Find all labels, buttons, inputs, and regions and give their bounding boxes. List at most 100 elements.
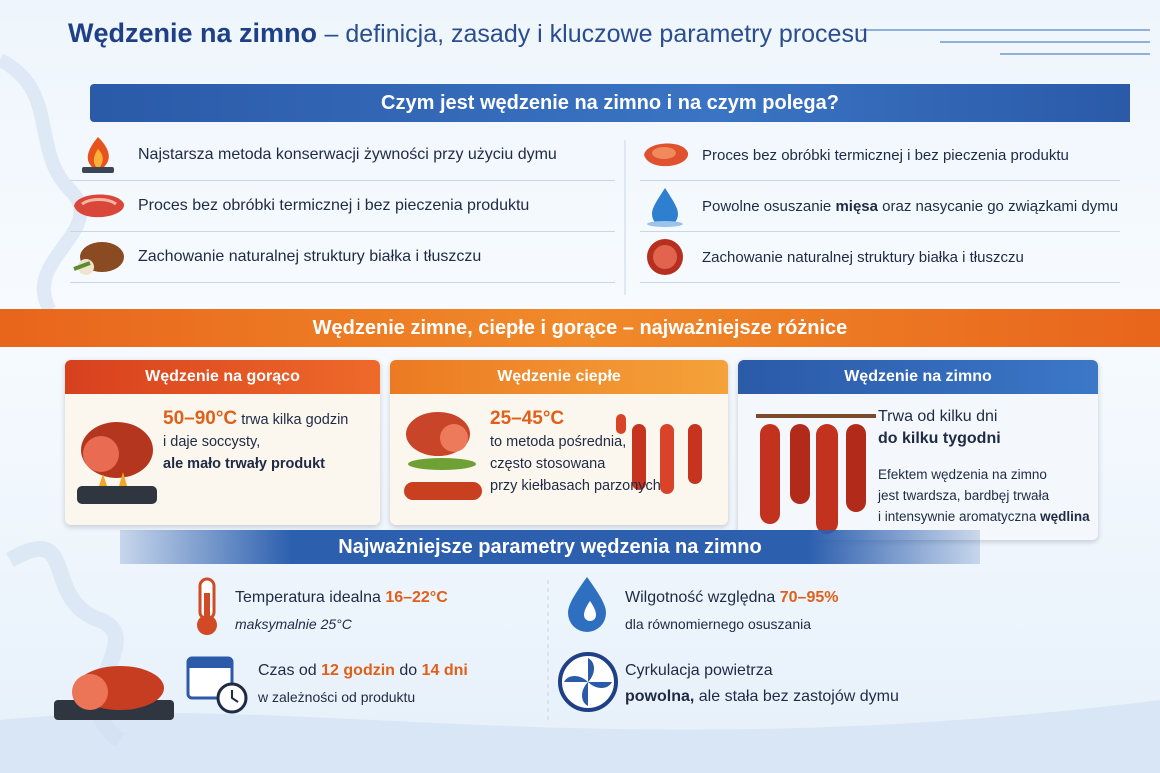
parameter: Wilgotność względna 70–95% dla równomier… [625,585,838,638]
parameter: Cyrkulacja powietrza powolna, ale stała … [625,658,899,710]
humidity-icon-part [568,577,606,632]
section-heading: Najważniejsze parametry wędzenia na zimn… [338,535,762,558]
item-text: Powolne osuszanie [702,197,832,215]
card-title: Wędzenie ciepłe [497,368,621,385]
card-line-bold: ale mało trwały produkt [163,456,325,472]
card-header: Wędzenie na gorąco [65,360,380,394]
card-text: Trwa od kilku dni do kilku tygodni [878,406,1001,450]
fire-icon-part [82,167,114,173]
title-bold: Wędzenie na zimno [68,18,318,48]
item-text: oraz nasycanie go związkami dymu [882,197,1119,215]
card-line: Trwa od kilku dni [878,408,998,425]
card-text: Efektem wędzenia na zimno jest twardsza,… [878,464,1090,527]
ham-grill-icon-part [83,436,119,472]
temperature-range: 50–90°C [163,408,238,429]
thermometer-icon [197,577,217,635]
item-text: Proces bez obróbki termicznej i bez piec… [138,197,530,214]
parameter-value: 14 dni [421,662,468,679]
parameter: Czas od 12 godzin do 14 dni w zależności… [258,658,468,711]
salami-icon-part [816,424,838,534]
fan-icon-part [564,658,612,706]
card-line: to metoda pośrednia, [490,434,627,450]
ham-grill-icon-part [99,472,127,486]
card-line: i daje soccysty, [163,434,261,450]
intro-item: Powolne osuszanie mięsa oraz nasycanie g… [640,181,1120,232]
fan-icon [558,652,618,712]
background-decoration-part [0,700,1160,773]
salami-icon-part [846,424,866,512]
parameter: Temperatura idealna 16–22°C maksymalnie … [235,585,448,638]
item-text: Najstarsza metoda konserwacji żywności p… [138,146,557,163]
parameter-label: do [399,662,418,679]
calendar-clock-icon [186,656,248,714]
parameter-note: w zależności od produktu [258,689,416,705]
card-line: często stosowana [490,456,606,472]
parameter-label: Temperatura idealna [235,589,381,606]
title-rest: – definicja, zasady i kluczowe parametry… [324,20,868,48]
ham-sausage-icon [404,412,482,500]
card-title: Wędzenie na zimno [844,368,992,385]
parameter-value: 16–22°C [385,589,448,606]
hanging-sausages-icon [616,414,702,494]
card-header: Wędzenie ciepłe [390,360,728,394]
ham-grill-icon [77,422,157,504]
ham-board-icon-part [72,674,108,710]
intro-item: Zachowanie naturalnej struktury białka i… [640,232,1120,283]
card-line: trwa kilka godzin [241,412,349,428]
parameter-value: 12 godzin [321,662,395,679]
intro-item: Proces bez obróbki termicznej i bez piec… [640,130,1120,181]
parameter-value: powolna, [625,688,695,705]
page-title: Wędzenie na zimno – definicja, zasady i … [68,18,868,49]
parameter-label: Wilgotność względna [625,589,776,606]
section-banner: Najważniejsze parametry wędzenia na zimn… [120,530,980,564]
card-line-bold: do kilku tygodni [878,430,1001,447]
parameter-note: dla równomiernego osuszania [625,616,811,632]
meat-icon [644,143,689,167]
fire-icon-part [93,149,103,167]
background-decoration-part [860,29,1150,55]
hanging-sausages-icon-part [660,424,674,494]
item-text: Zachowanie naturalnej struktury białka i… [138,248,482,265]
section-heading: Czym jest wędzenie na zimno i na czym po… [381,91,839,114]
ham-grill-icon-part [77,486,157,504]
ham-sausage-icon-part [440,424,468,452]
hot-smoking-card: Wędzenie na gorąco 50–90°C trwa kilka go… [65,360,380,525]
section-banner: Czym jest wędzenie na zimno i na czym po… [90,84,1130,122]
hanging-sausages-icon-part [688,424,702,484]
calendar-clock-icon-part [231,690,239,703]
section-banner: Wędzenie zimne, ciepłe i gorące – najważ… [0,309,1160,347]
salami-icon-part [760,424,780,524]
thermometer-icon-part [197,615,217,635]
parameter-label: Czas od [258,662,317,679]
item-text-bold: mięsa [835,197,878,215]
meat-icon-part [652,147,676,159]
temperature-range: 25–45°C [490,408,565,429]
intro-item: Proces bez obróbki termicznej i bez piec… [70,181,615,232]
water-drop-icon-part [647,221,683,227]
calendar-clock-icon-part [188,658,232,668]
intro-item: Zachowanie naturalnej struktury białka i… [70,232,615,283]
meat-icon-part [81,198,117,206]
meat-icon [74,194,125,218]
card-header: Wędzenie na zimno [738,360,1098,394]
ham-sausage-icon-part [404,482,482,500]
item-text: Zachowanie naturalnej struktury białka i… [702,248,1024,266]
humidity-icon-part [584,601,596,621]
card-text: 50–90°C trwa kilka godzin i daje soccyst… [163,408,348,475]
hanging-sausages-icon-part [632,424,646,490]
section-heading: Wędzenie zimne, ciepłe i gorące – najważ… [312,316,848,339]
card-text: 25–45°C to metoda pośrednia, często stos… [490,408,661,497]
humidity-icon [568,577,606,632]
water-drop-icon-part [652,188,678,227]
parameter-note: ale stała bez zastojów dymu [698,688,899,705]
sausage-slice-icon-part [653,245,677,269]
thermometer-icon-part [204,593,210,621]
item-text: Proces bez obróbki termicznej i bez piec… [702,146,1069,164]
background-decoration-part [0,53,88,314]
warm-smoking-card: Wędzenie ciepłe 25–45°C to metoda pośred… [390,360,728,525]
ham-icon-part [73,261,91,271]
hanging-sausages-icon-part [616,414,626,434]
card-line: jest twardsza, bardbęj trwała [878,488,1050,503]
intro-right-list: Proces bez obróbki termicznej i bez piec… [640,130,1120,283]
